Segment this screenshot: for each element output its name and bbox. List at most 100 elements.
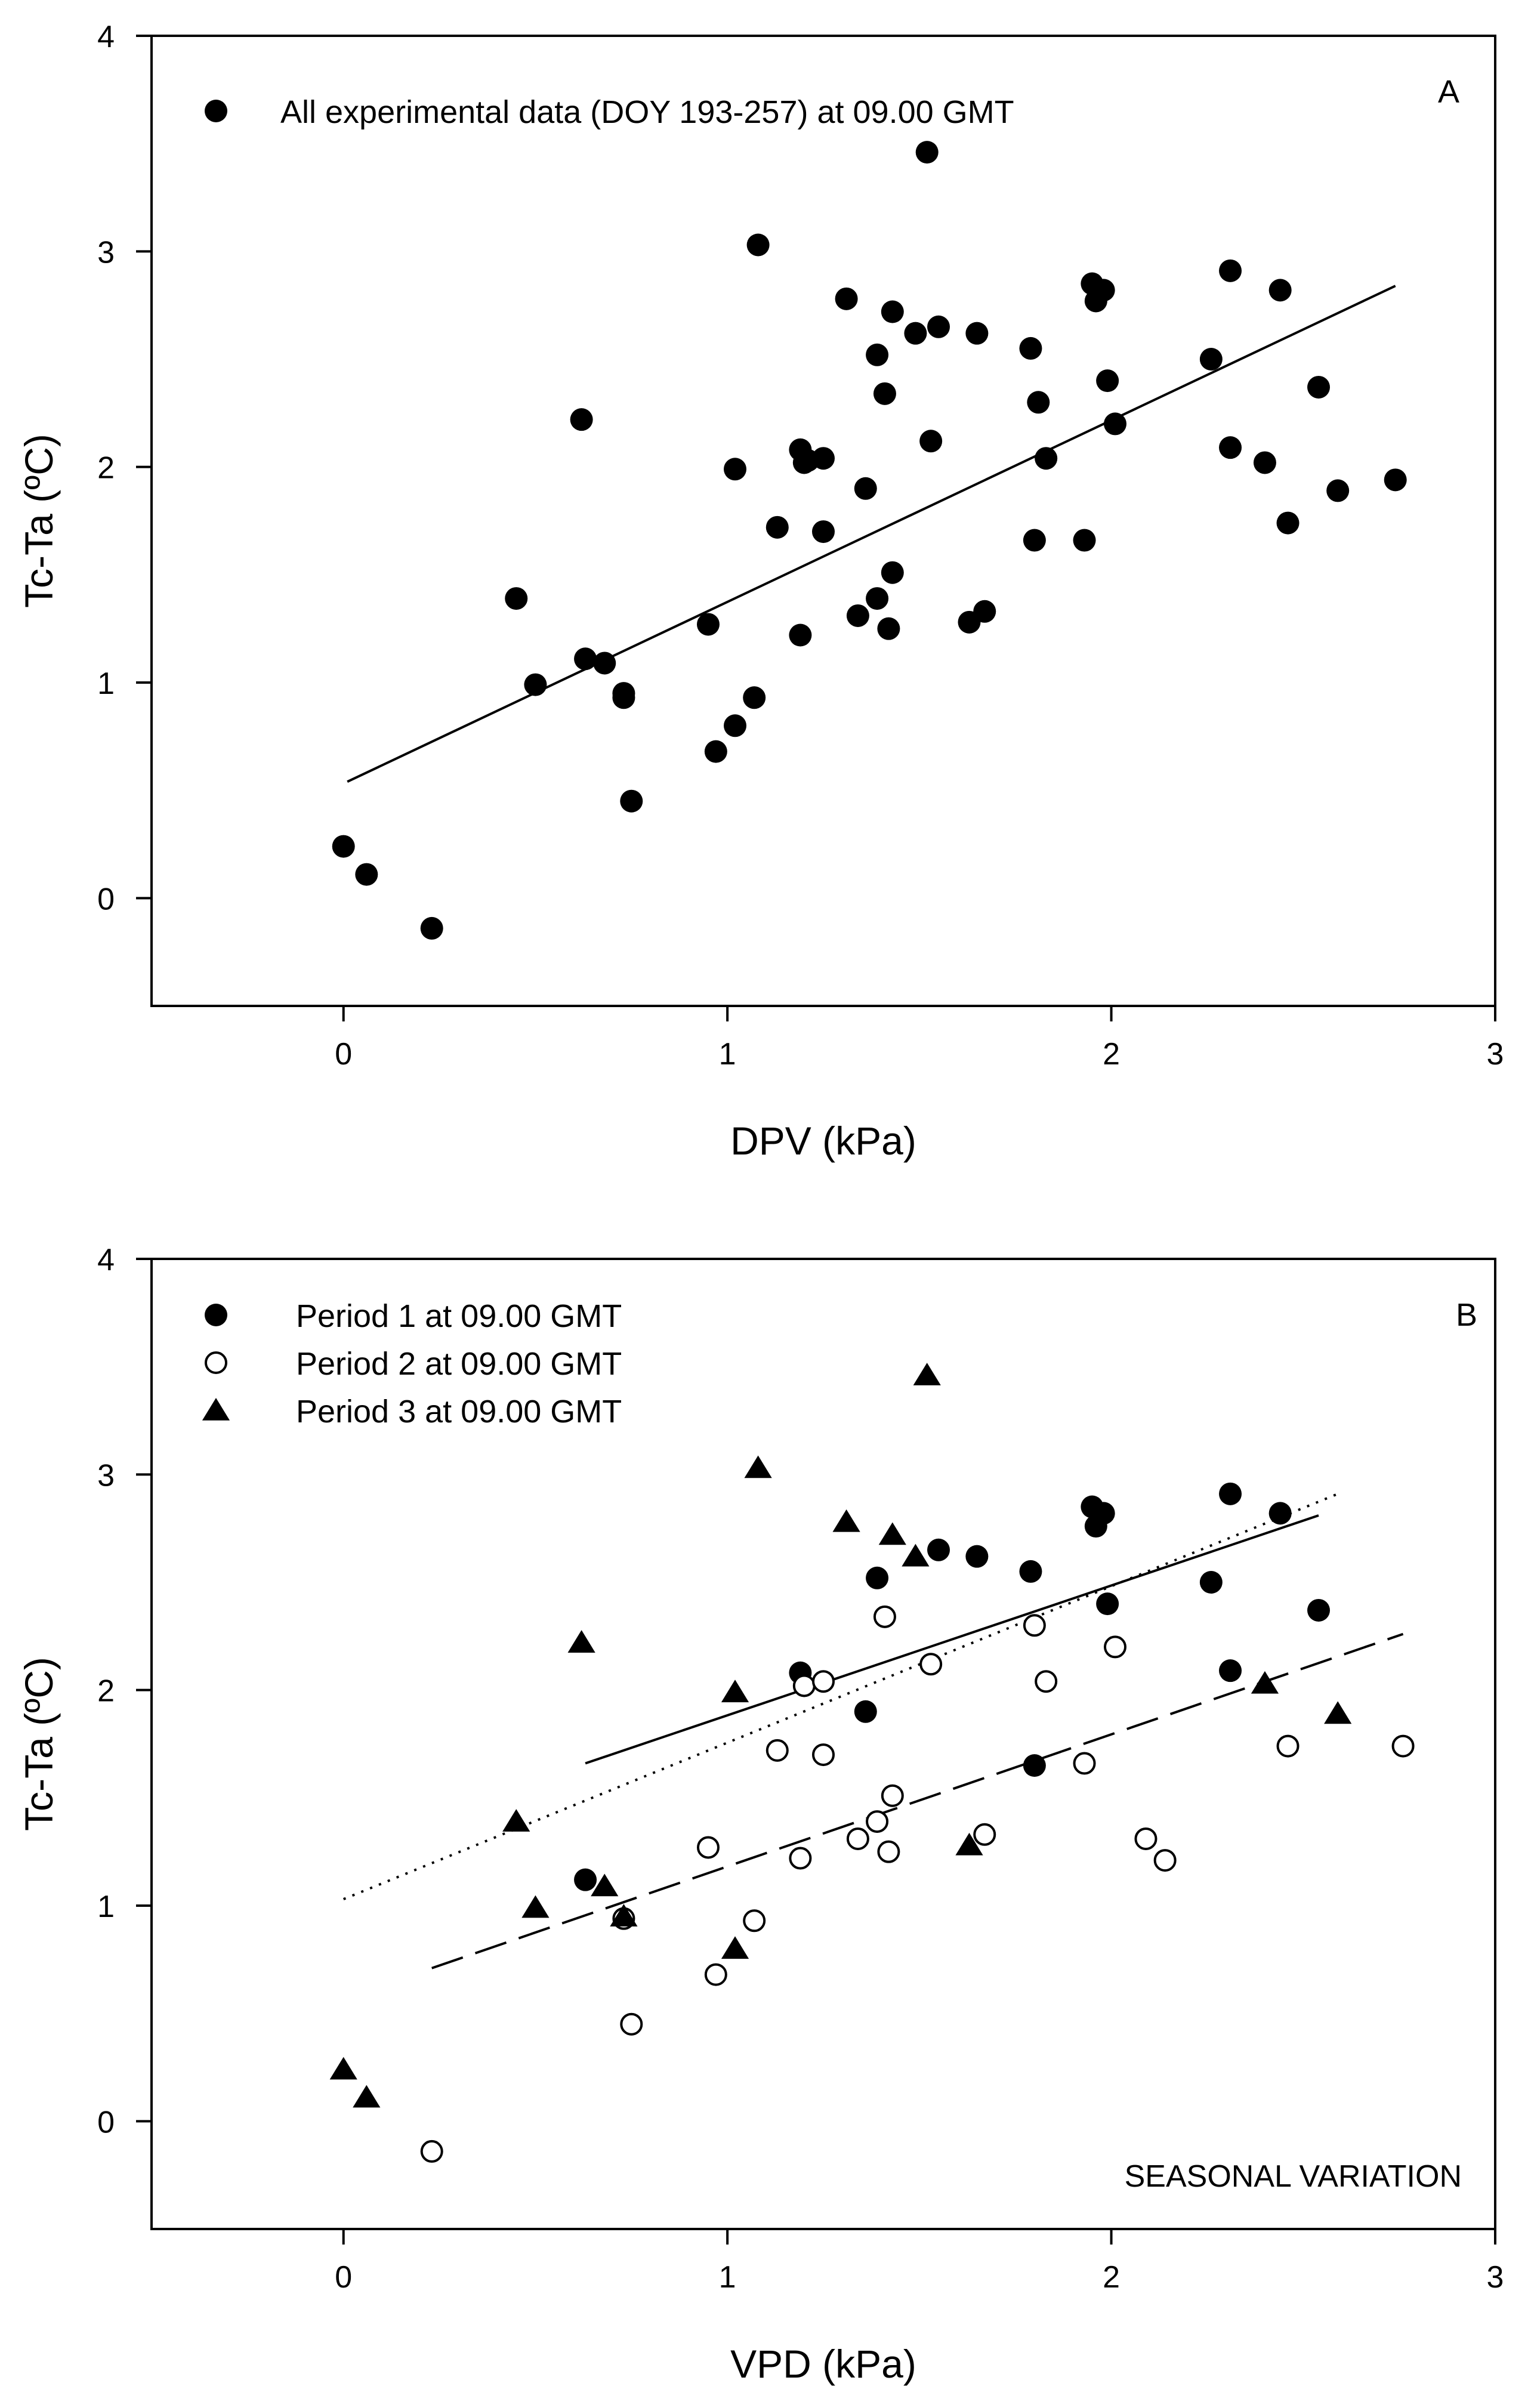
x-axis-label: DPV (kPa): [730, 1119, 916, 1163]
data-point-series-2: [743, 1909, 766, 1932]
data-point-series-3: [1324, 1701, 1352, 1724]
data-point-series-1: [854, 1700, 877, 1723]
data-point-series-2: [1073, 1752, 1096, 1775]
data-point-series-1: [973, 600, 996, 623]
data-point-series-2: [1391, 1734, 1415, 1758]
data-point-series-1: [866, 343, 889, 366]
x-tick-label: 1: [719, 2260, 736, 2295]
data-point-series-1: [927, 1538, 950, 1561]
data-point-series-3: [832, 1509, 860, 1532]
plot-frame: [150, 35, 1496, 1007]
panel-label: B: [1456, 1297, 1477, 1333]
data-point-series-3: [878, 1522, 906, 1545]
data-points: [329, 1363, 1415, 2163]
data-point-series-2: [620, 2012, 643, 2036]
data-point-series-1: [355, 863, 378, 886]
data-point-series-1: [1035, 447, 1058, 470]
data-point-series-1: [1104, 412, 1127, 436]
data-points: [332, 141, 1407, 940]
axis-ticks: 0 1 2 3 0 1 2 3 4: [97, 1243, 1504, 2295]
data-point-series-1: [877, 617, 900, 640]
legend: Period 1 at 09.00 GMT Period 2 at 09.00 G…: [202, 1298, 622, 1430]
data-point-series-2: [1276, 1734, 1300, 1758]
y-tick-label: 1: [97, 1890, 115, 1924]
data-point-series-1: [1199, 348, 1223, 371]
data-point-series-1: [1096, 369, 1119, 393]
data-point-series-3: [955, 1832, 983, 1856]
data-point-series-1: [881, 561, 904, 584]
data-point-series-2: [696, 1836, 720, 1859]
data-point-series-1: [1092, 279, 1115, 302]
data-point-series-2: [873, 1605, 896, 1628]
data-point-series-1: [812, 447, 835, 470]
data-point-series-1: [1019, 1560, 1042, 1583]
data-point-series-2: [1104, 1635, 1127, 1659]
data-point-series-1: [866, 587, 889, 610]
fit-line-solid: [347, 285, 1396, 783]
data-point-series-1: [574, 647, 597, 671]
data-point-series-1: [746, 233, 770, 257]
fit-lines: [342, 1493, 1404, 1969]
data-point-series-1: [919, 430, 943, 453]
data-point-series-1: [1268, 279, 1292, 302]
y-tick-label: 2: [97, 1674, 115, 1709]
x-axis-label: VPD (kPa): [730, 2342, 916, 2386]
x-tick-label: 0: [335, 2260, 352, 2295]
y-tick-label: 0: [97, 882, 115, 916]
data-point-series-3: [502, 1809, 530, 1832]
data-point-series-3: [1251, 1671, 1279, 1694]
y-axis-label: Tc-Ta (ºC): [17, 434, 61, 608]
data-point-series-1: [1268, 1502, 1292, 1525]
data-point-series-3: [610, 1904, 638, 1927]
data-point-series-2: [881, 1784, 904, 1807]
data-point-series-1: [724, 714, 747, 737]
data-point-series-2: [1023, 1614, 1046, 1637]
panel-b: 0 1 2 3 0 1 2 3 4 Period 1 at 09.00 GMT Period 2 …: [17, 1243, 1504, 2386]
panel-label: A: [1438, 74, 1459, 110]
plot-frame: [150, 1258, 1496, 2230]
data-point-series-1: [873, 382, 896, 405]
panel-a: 0 1 2 3 0 1 2 3 4 All experimental data (DOY 193…: [17, 20, 1504, 1163]
data-point-series-2: [866, 1810, 889, 1833]
data-point-series-1: [965, 322, 989, 345]
data-point-series-1: [1092, 1502, 1115, 1525]
data-point-series-3: [353, 2085, 381, 2108]
data-point-series-1: [904, 322, 927, 345]
data-point-series-1: [1307, 1598, 1331, 1622]
data-point-series-1: [789, 623, 812, 647]
data-point-series-1: [574, 1868, 597, 1891]
legend-label-series-2: Period 2 at 09.00 GMT: [296, 1346, 622, 1382]
data-point-series-2: [919, 1653, 943, 1676]
data-point-series-3: [721, 1936, 749, 1959]
y-tick-label: 4: [97, 20, 115, 54]
data-point-series-3: [521, 1895, 550, 1918]
data-point-series-1: [866, 1566, 889, 1589]
x-tick-label: 0: [335, 1037, 352, 1072]
data-point-series-3: [913, 1363, 941, 1385]
data-point-series-1: [835, 287, 858, 310]
data-point-series-1: [1326, 479, 1350, 502]
data-point-series-1: [420, 916, 443, 940]
data-point-series-1: [1253, 451, 1276, 474]
x-tick-label: 2: [1103, 2260, 1120, 2295]
data-point-series-1: [1219, 436, 1242, 459]
x-tick-label: 1: [719, 1037, 736, 1072]
data-point-series-2: [1134, 1827, 1157, 1850]
x-tick-label: 3: [1487, 1037, 1504, 1072]
data-point-series-1: [1073, 529, 1096, 552]
legend-marker-series-2: [205, 1351, 227, 1374]
data-point-series-1: [704, 740, 727, 763]
data-point-series-1: [620, 789, 643, 813]
data-point-series-1: [1219, 1482, 1242, 1505]
fit-line-solid: [585, 1514, 1319, 1765]
data-point-series-3: [567, 1630, 595, 1653]
data-point-series-1: [524, 673, 547, 696]
data-point-series-2: [877, 1840, 900, 1863]
y-tick-label: 3: [97, 235, 115, 270]
data-point-series-2: [812, 1670, 835, 1693]
data-point-series-1: [1384, 468, 1407, 492]
data-point-series-2: [789, 1847, 812, 1870]
data-point-series-3: [902, 1543, 930, 1567]
data-point-series-1: [1027, 391, 1050, 414]
data-point-series-2: [420, 2140, 443, 2163]
